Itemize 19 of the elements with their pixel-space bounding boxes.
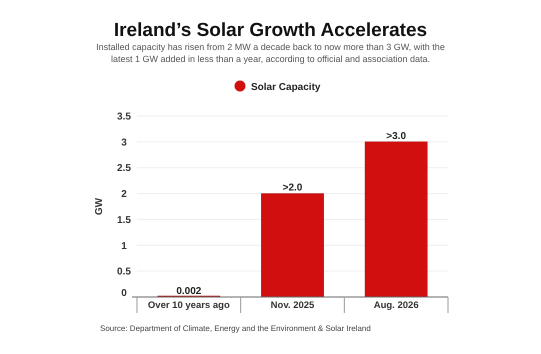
- legend-label: Solar Capacity: [251, 82, 321, 93]
- y-tick-label: 1: [121, 240, 128, 252]
- y-tick-label: 2.5: [117, 163, 132, 174]
- y-axis-title: GW: [94, 197, 105, 216]
- data-label: >2.0: [282, 182, 303, 194]
- data-label: 0.002: [176, 286, 202, 297]
- y-tick-label: 1.5: [117, 214, 132, 226]
- y-tick-label: 3: [121, 137, 128, 148]
- y-tick-label: 2: [121, 189, 128, 200]
- y-tick-label: 3.5: [117, 112, 132, 122]
- x-tick-label: Nov. 2025: [270, 300, 316, 311]
- y-tick-label: 0.5: [117, 266, 132, 278]
- chart-title: Ireland’s Solar Growth Accelerates: [114, 20, 428, 41]
- y-tick-label: 0: [121, 288, 128, 299]
- data-label: >3.0: [386, 130, 406, 142]
- x-tick-label: Over 10 years ago: [148, 300, 230, 311]
- source-note: Source: Department of Climate, Energy and the Environment & Solar Ireland: [100, 324, 371, 333]
- chart-subtitle: Installed capacity has risen from 2 MW a decade back to now more than 3 GW, with the latest 1 GW added in less than a year, according to official and association data.: [96, 42, 445, 64]
- x-tick-label: Aug. 2026: [374, 300, 419, 311]
